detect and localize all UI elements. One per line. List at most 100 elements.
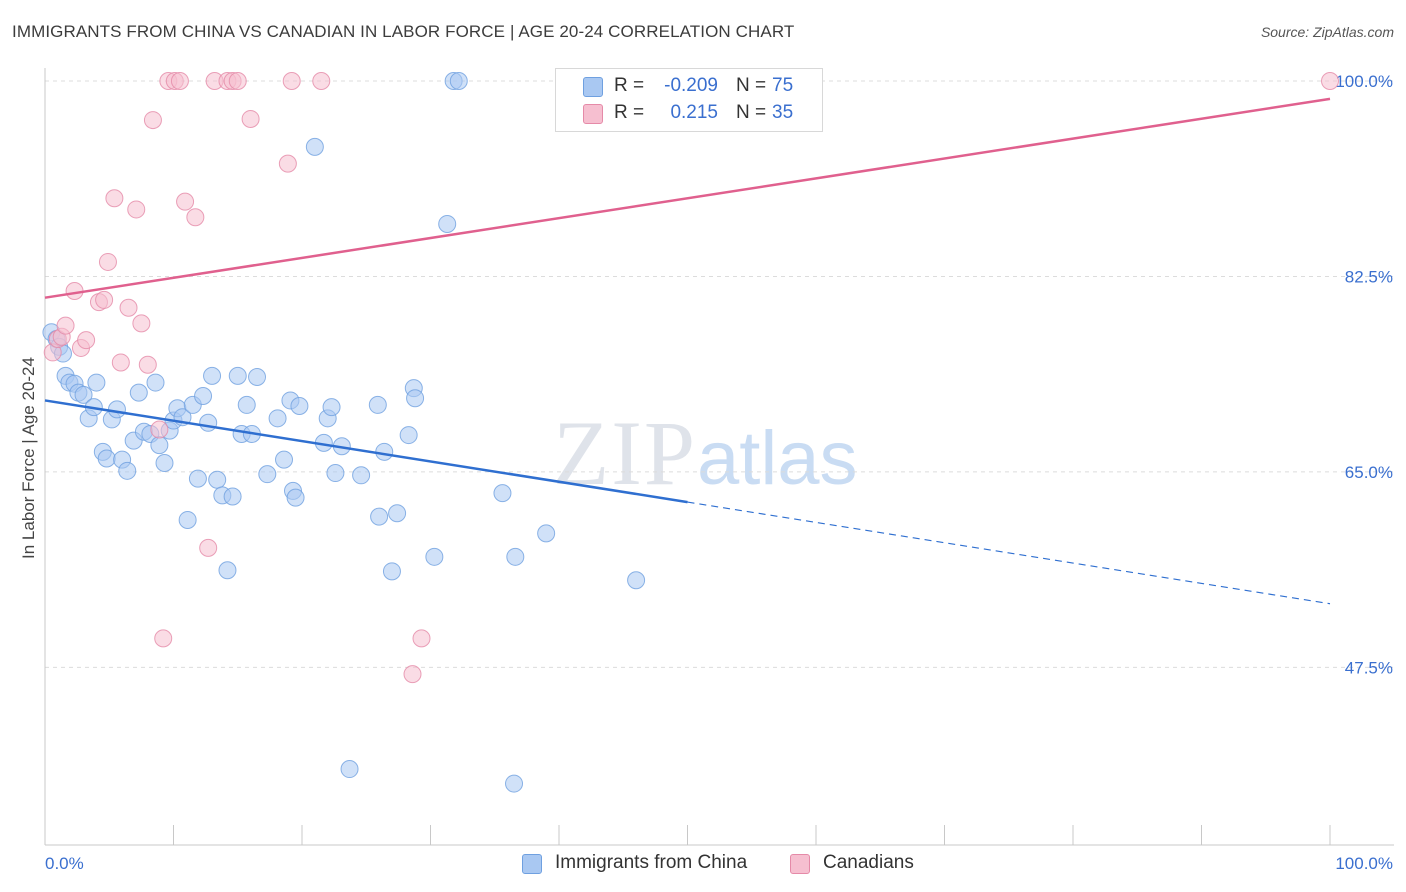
data-point (268, 409, 287, 428)
legend-n-value: 35 (772, 102, 794, 123)
data-point (412, 629, 431, 648)
data-point (399, 426, 418, 445)
data-point (305, 137, 324, 156)
data-point (322, 398, 341, 417)
data-point (382, 562, 401, 581)
legend-row-canadians: R = 0.215 N = 35 (556, 101, 822, 127)
data-point (312, 71, 331, 90)
data-point (352, 466, 371, 485)
data-point (127, 200, 146, 219)
data-point (111, 353, 130, 372)
axes (44, 68, 1394, 846)
data-point (237, 395, 256, 414)
trend-line-china (44, 399, 688, 504)
data-point (1321, 71, 1339, 90)
watermark-zip: ZIP (553, 402, 697, 504)
legend-row-china: R = -0.209 N = 75 (556, 74, 822, 100)
data-point (194, 386, 213, 405)
data-point (95, 290, 114, 309)
data-point (146, 373, 165, 392)
data-point (170, 71, 189, 90)
data-point (403, 665, 422, 684)
y-tick-labels: 47.5% 65.0% 82.5% 100.0% (1335, 72, 1393, 677)
data-point (199, 413, 218, 432)
data-point (425, 547, 444, 566)
legend-n-label: N = (736, 75, 767, 96)
watermark-atlas: atlas (697, 416, 858, 501)
data-point (228, 71, 247, 90)
data-point (138, 355, 157, 374)
data-point (150, 436, 169, 455)
data-point (286, 488, 305, 507)
data-point (368, 395, 387, 414)
x-tick-label: 100.0% (1335, 854, 1393, 873)
trend-line-extension-china (687, 501, 1331, 605)
data-point (228, 366, 247, 385)
bottom-legend-swatch-canadians (790, 854, 810, 874)
data-point (129, 383, 148, 402)
data-point (98, 252, 117, 271)
trend-line-canadians (44, 97, 1331, 299)
legend-r-value: -0.209 (664, 75, 718, 96)
data-point (537, 524, 556, 543)
data-point (258, 465, 277, 484)
data-point (406, 389, 425, 408)
data-point (97, 449, 116, 468)
legend-box: R = -0.209 N = 75 R = 0.215 N = 35 (555, 68, 823, 132)
grid-lines (45, 80, 1394, 668)
y-tick-label: 82.5% (1345, 267, 1393, 286)
data-point (105, 189, 124, 208)
bottom-legend-label-china: Immigrants from China (555, 852, 748, 873)
data-point (119, 298, 138, 317)
data-point (56, 316, 75, 335)
data-point (150, 420, 169, 439)
legend-n-value: 75 (772, 75, 794, 96)
data-point (340, 760, 359, 779)
data-point (218, 561, 237, 580)
data-point (178, 510, 197, 529)
data-point (375, 442, 394, 461)
data-point (627, 571, 646, 590)
y-tick-label: 100.0% (1335, 72, 1393, 91)
chart-title: IMMIGRANTS FROM CHINA VS CANADIAN IN LAB… (12, 22, 795, 41)
data-point (188, 469, 207, 488)
data-point (132, 314, 151, 333)
data-point (438, 214, 457, 233)
data-point (282, 71, 301, 90)
data-point (326, 464, 345, 483)
x-tick-labels: 0.0% 100.0% (45, 854, 1393, 873)
data-point (199, 538, 218, 557)
data-point (154, 629, 173, 648)
y-tick-label: 65.0% (1345, 463, 1393, 482)
data-point (87, 373, 106, 392)
bottom-legend-label-canadians: Canadians (823, 852, 914, 873)
series-group (42, 71, 1339, 793)
data-point (176, 192, 195, 211)
series-canadians (43, 71, 1339, 684)
data-point (248, 367, 267, 386)
data-point (155, 453, 174, 472)
data-point (118, 461, 137, 480)
data-point (370, 507, 389, 526)
trend-lines (44, 97, 1331, 605)
data-point (449, 71, 468, 90)
data-point (74, 385, 93, 404)
legend-r-label: R = (614, 102, 645, 123)
data-point (203, 366, 222, 385)
legend-swatch-china (583, 77, 603, 97)
legend-n-label: N = (736, 102, 767, 123)
data-point (493, 484, 512, 503)
data-point (77, 331, 96, 350)
bottom-legend-swatch-china (522, 854, 542, 874)
legend-r-label: R = (614, 75, 645, 96)
data-point (143, 111, 162, 130)
watermark: ZIPatlas (553, 400, 858, 506)
data-point (290, 397, 309, 416)
y-axis-label: In Labor Force | Age 20-24 (19, 357, 38, 559)
data-point (208, 470, 227, 489)
series-china (42, 71, 646, 793)
data-point (107, 400, 126, 419)
data-point (505, 774, 524, 793)
data-point (388, 504, 407, 523)
